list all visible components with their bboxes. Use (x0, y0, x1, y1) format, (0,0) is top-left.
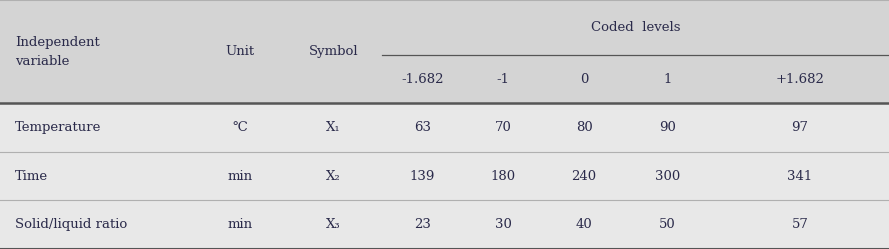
Text: X₃: X₃ (326, 218, 340, 231)
Text: -1: -1 (497, 72, 509, 86)
Text: +1.682: +1.682 (776, 72, 824, 86)
Text: 30: 30 (495, 218, 511, 231)
Text: Symbol: Symbol (308, 45, 358, 58)
Text: 97: 97 (791, 121, 809, 134)
Text: 300: 300 (655, 170, 680, 183)
Text: 57: 57 (792, 218, 808, 231)
Text: 23: 23 (414, 218, 430, 231)
Text: 70: 70 (495, 121, 511, 134)
Text: X₁: X₁ (326, 121, 340, 134)
Text: Coded  levels: Coded levels (591, 21, 680, 34)
Text: 341: 341 (788, 170, 813, 183)
Text: 90: 90 (660, 121, 676, 134)
Text: Time: Time (15, 170, 48, 183)
Text: -1.682: -1.682 (401, 72, 444, 86)
Text: 139: 139 (410, 170, 435, 183)
Text: 80: 80 (576, 121, 592, 134)
Text: 40: 40 (576, 218, 592, 231)
Text: min: min (228, 218, 252, 231)
Text: Independent
variable: Independent variable (15, 36, 100, 68)
Text: 50: 50 (660, 218, 676, 231)
Bar (0, 103, 889, 152)
Text: min: min (228, 170, 252, 183)
Bar (0, 200, 889, 249)
Text: 240: 240 (572, 170, 597, 183)
Text: 1: 1 (663, 72, 672, 86)
Bar (0, 152, 889, 200)
Text: Temperature: Temperature (15, 121, 101, 134)
Text: ℃: ℃ (233, 121, 247, 134)
Text: 180: 180 (491, 170, 516, 183)
Text: X₂: X₂ (326, 170, 340, 183)
Text: 0: 0 (580, 72, 589, 86)
Text: 63: 63 (413, 121, 431, 134)
Text: Solid/liquid ratio: Solid/liquid ratio (15, 218, 127, 231)
Text: Unit: Unit (226, 45, 254, 58)
